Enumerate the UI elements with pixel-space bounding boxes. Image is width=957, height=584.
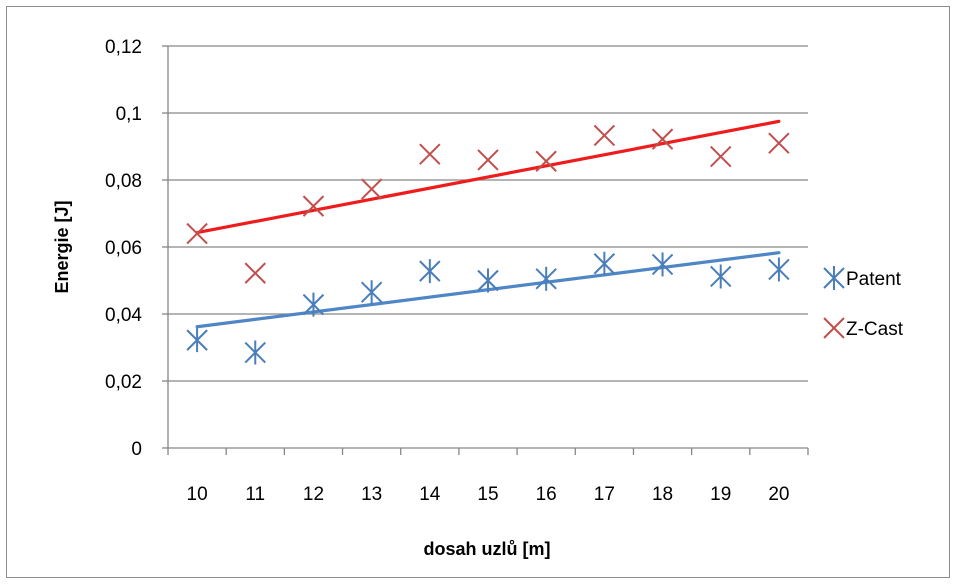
data-point-patent — [419, 259, 441, 284]
data-point-z-cast — [244, 262, 266, 284]
x-tick-label: 19 — [710, 484, 731, 505]
marker-stroke — [535, 150, 557, 172]
data-point-z-cast — [186, 222, 208, 245]
gridlines — [162, 45, 808, 449]
marker-stroke — [302, 195, 325, 217]
data-point-z-cast — [477, 149, 499, 171]
data-point-patent — [535, 266, 557, 291]
x-tick-label: 14 — [419, 484, 441, 505]
x-tick-label: 12 — [303, 484, 324, 505]
trendlines — [195, 119, 781, 329]
data-point-z-cast — [535, 150, 557, 172]
data-point-patent — [244, 340, 266, 365]
data-point-z-cast — [419, 143, 441, 165]
marker-stroke — [768, 132, 790, 154]
data-point-patent — [477, 268, 499, 293]
marker-stroke — [593, 124, 616, 147]
y-axis-title: Energie [J] — [52, 200, 72, 293]
x-tick-labels: 10 11 12 13 14 15 16 17 18 19 20 — [187, 484, 790, 505]
legend-item-z-cast[interactable]: Z-Cast — [823, 317, 904, 340]
y-tick-label: 0,12 — [105, 37, 142, 58]
data-point-patent — [710, 264, 732, 289]
marker-stroke — [419, 143, 441, 165]
data-markers — [186, 124, 790, 365]
legend-marker-patent — [823, 266, 845, 290]
x-tick-label: 11 — [245, 484, 265, 505]
x-tick-label: 20 — [768, 484, 789, 505]
data-point-z-cast — [651, 128, 674, 150]
x-tick-label: 10 — [187, 484, 208, 505]
y-tick-labels: 0 0,02 0,04 0,06 0,08 0,1 0,12 — [105, 37, 142, 460]
data-point-patent — [302, 292, 325, 317]
legend-label-z-cast: Z-Cast — [846, 319, 904, 340]
data-point-patent — [593, 251, 616, 276]
y-tick-label: 0,02 — [105, 372, 142, 393]
y-tick-label: 0 — [131, 439, 142, 460]
marker-stroke — [710, 145, 732, 168]
data-point-z-cast — [710, 145, 732, 168]
marker-stroke — [823, 317, 845, 339]
y-tick-label: 0,04 — [105, 305, 142, 326]
x-tick-label: 18 — [652, 484, 673, 505]
y-tick-label: 0,08 — [105, 171, 142, 192]
data-point-patent — [651, 252, 674, 277]
legend-label-patent: Patent — [846, 269, 902, 290]
data-point-z-cast — [593, 124, 616, 147]
data-point-patent — [768, 257, 790, 282]
x-tick-label: 13 — [361, 484, 382, 505]
marker-stroke — [651, 128, 674, 150]
y-tick-label: 0,1 — [116, 104, 142, 125]
marker-stroke — [477, 149, 499, 171]
x-axis-title: dosah uzlů [m] — [424, 539, 551, 559]
data-point-patent — [186, 328, 208, 353]
x-tick-label: 17 — [594, 484, 615, 505]
y-tick-label: 0,06 — [105, 238, 142, 259]
marker-stroke — [244, 262, 266, 284]
legend[interactable]: Patent Z-Cast — [823, 266, 904, 340]
x-tick-label: 15 — [477, 484, 498, 505]
axes — [167, 46, 809, 455]
legend-marker-z-cast — [823, 317, 845, 339]
legend-item-patent[interactable]: Patent — [823, 266, 902, 290]
data-point-patent — [360, 280, 383, 305]
data-point-z-cast — [768, 132, 790, 154]
data-point-z-cast — [302, 195, 325, 217]
marker-stroke — [186, 222, 208, 245]
marker-stroke — [360, 178, 383, 200]
x-tick-label: 16 — [536, 484, 557, 505]
trendline-z-cast — [195, 119, 781, 235]
data-point-z-cast — [360, 178, 383, 200]
